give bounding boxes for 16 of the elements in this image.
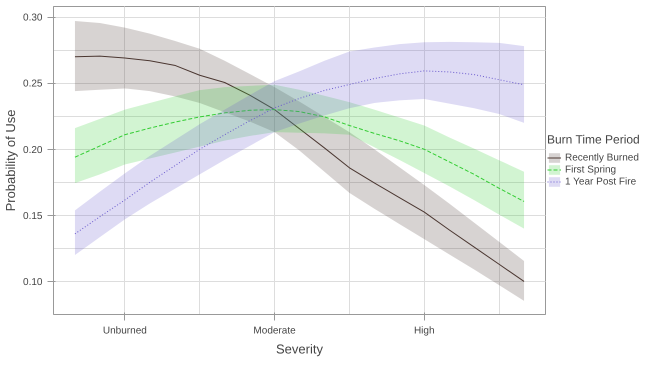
line-series	[74, 109, 525, 202]
y-tick-label: 0.15	[23, 210, 43, 222]
y-tick-label: 0.10	[23, 276, 43, 288]
y-axis-title: Probability of Use	[3, 110, 18, 212]
y-tick-label: 0.25	[23, 78, 43, 90]
y-tick-label: 0.20	[23, 144, 43, 156]
x-tick-label: High	[414, 326, 435, 336]
legend-label: Recently Burned	[565, 152, 639, 164]
legend-title: Burn Time Period	[547, 132, 640, 146]
x-tick-label: Unburned	[102, 326, 147, 336]
line-series	[74, 56, 525, 282]
legend-label: 1 Year Post Fire	[565, 176, 636, 188]
legend-label: First Spring	[565, 164, 616, 176]
y-tick-label: 0.30	[23, 12, 43, 24]
x-tick-label: Moderate	[253, 326, 296, 336]
x-axis-title: Severity	[276, 342, 324, 356]
